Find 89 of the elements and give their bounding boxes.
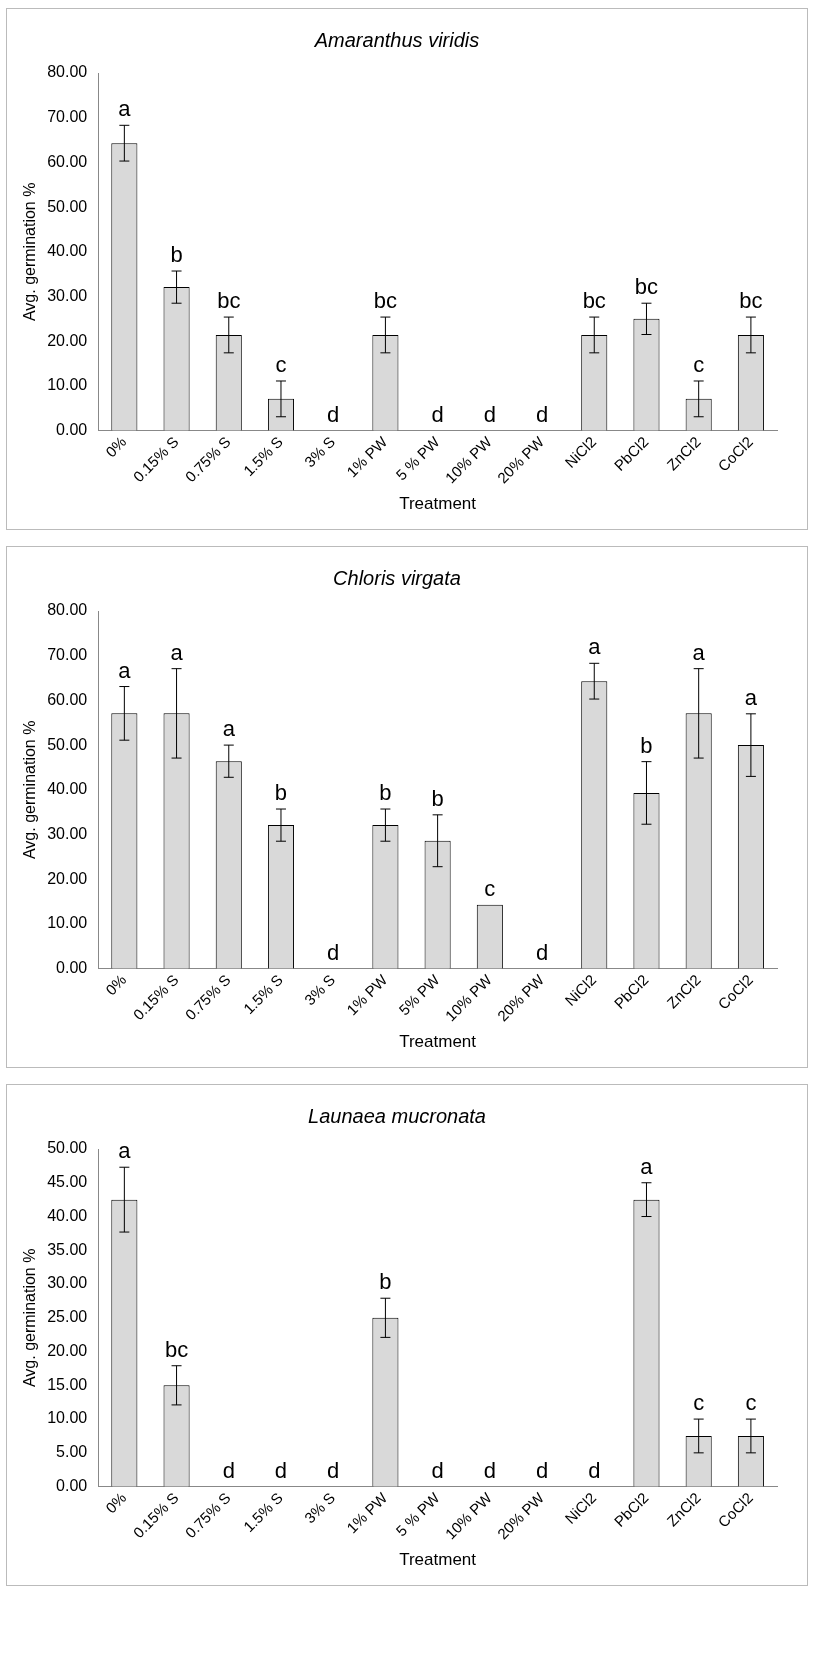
y-tick-label: 30.00 — [47, 286, 88, 304]
annotation: b — [640, 732, 653, 758]
y-tick-label: 20.00 — [47, 1341, 88, 1359]
y-tick-label: 60.00 — [47, 690, 88, 708]
x-axis-title: Treatment — [399, 1550, 477, 1570]
y-tick-label: 10.00 — [47, 1409, 88, 1427]
x-tick-label: 1% PW — [343, 1488, 392, 1537]
y-tick-label: 0.00 — [56, 1477, 88, 1495]
annotation: a — [118, 1138, 132, 1164]
y-axis-title: Avg. germination % — [21, 720, 39, 860]
annotation: d — [431, 401, 444, 427]
annotation: bc — [217, 288, 241, 314]
y-tick-label: 0.00 — [56, 959, 88, 977]
annotation: a — [588, 634, 602, 660]
y-tick-label: 20.00 — [47, 869, 88, 887]
annotation: d — [535, 401, 549, 427]
annotation: bc — [739, 288, 763, 314]
y-tick-label: 80.00 — [47, 63, 88, 81]
x-tick-label: 5 % PW — [392, 432, 444, 484]
annotation: d — [483, 401, 496, 427]
y-tick-label: 50.00 — [47, 1139, 88, 1157]
y-tick-label: 40.00 — [47, 1206, 88, 1224]
y-tick-label: 15.00 — [47, 1375, 88, 1393]
annotation: bc — [373, 288, 398, 314]
x-tick-label: 0% — [102, 1489, 130, 1517]
x-tick-label: 0% — [102, 971, 130, 999]
y-tick-label: 40.00 — [47, 780, 88, 798]
annotation: d — [327, 1457, 340, 1483]
annotation: b — [379, 780, 392, 806]
annotation: a — [744, 684, 758, 710]
annotation: b — [170, 242, 183, 268]
x-tick-label: 1% PW — [343, 970, 392, 1019]
annotation: b — [379, 1269, 392, 1295]
x-axis-title: Treatment — [399, 494, 477, 514]
annotation: d — [535, 1457, 549, 1483]
y-tick-label: 20.00 — [47, 331, 88, 349]
annotation: a — [692, 639, 706, 665]
y-tick-label: 45.00 — [47, 1173, 88, 1191]
annotation: d — [222, 1457, 235, 1483]
annotation: d — [274, 1457, 288, 1483]
x-tick-label: 3% S — [300, 1489, 339, 1527]
annotation: c — [275, 352, 287, 378]
y-tick-label: 70.00 — [47, 646, 88, 664]
y-tick-label: 50.00 — [47, 735, 88, 753]
annotation: d — [327, 939, 340, 965]
annotation: a — [118, 657, 132, 683]
annotation: a — [640, 1153, 654, 1179]
annotation: a — [222, 716, 236, 742]
x-tick-label: 5 % PW — [392, 1488, 444, 1540]
annotation: bc — [164, 1336, 189, 1362]
chart-title: Amaranthus viridis — [313, 28, 480, 51]
annotation: bc — [582, 288, 606, 314]
x-tick-label: 3% S — [300, 971, 339, 1009]
y-tick-label: 50.00 — [47, 197, 88, 215]
x-tick-label: 5% PW — [395, 970, 444, 1019]
annotation: d — [431, 1457, 444, 1483]
annotation: c — [693, 1390, 705, 1416]
y-tick-label: 80.00 — [47, 601, 88, 619]
y-tick-label: 60.00 — [47, 152, 88, 170]
annotation: d — [327, 401, 340, 427]
annotation: c — [484, 875, 496, 901]
chart-title: Chloris virgata — [333, 566, 461, 589]
y-tick-label: 35.00 — [47, 1240, 88, 1258]
annotation: c — [693, 352, 705, 378]
annotation: a — [170, 639, 184, 665]
y-tick-label: 40.00 — [47, 242, 88, 260]
x-tick-label: 3% S — [300, 433, 339, 471]
annotation: d — [588, 1457, 601, 1483]
y-tick-label: 0.00 — [56, 421, 88, 439]
x-axis-title: Treatment — [399, 1032, 477, 1052]
annotation: b — [274, 780, 288, 806]
y-tick-label: 30.00 — [47, 1274, 88, 1292]
y-tick-label: 30.00 — [47, 824, 88, 842]
y-tick-label: 10.00 — [47, 376, 88, 394]
chart-title: Launaea mucronata — [308, 1104, 486, 1127]
y-tick-label: 5.00 — [56, 1443, 88, 1461]
y-tick-label: 10.00 — [47, 914, 88, 932]
annotation: d — [483, 1457, 496, 1483]
y-tick-label: 25.00 — [47, 1308, 88, 1326]
annotation: bc — [634, 274, 659, 300]
annotation: d — [535, 939, 549, 965]
annotation: c — [745, 1390, 757, 1416]
annotation: b — [431, 785, 444, 811]
x-tick-label: 0% — [102, 433, 130, 461]
y-axis-title: Avg. germination % — [21, 1248, 39, 1388]
y-axis-title: Avg. germination % — [21, 182, 39, 322]
x-tick-label: 1% PW — [343, 432, 392, 481]
annotation: a — [118, 96, 132, 122]
y-tick-label: 70.00 — [47, 108, 88, 126]
